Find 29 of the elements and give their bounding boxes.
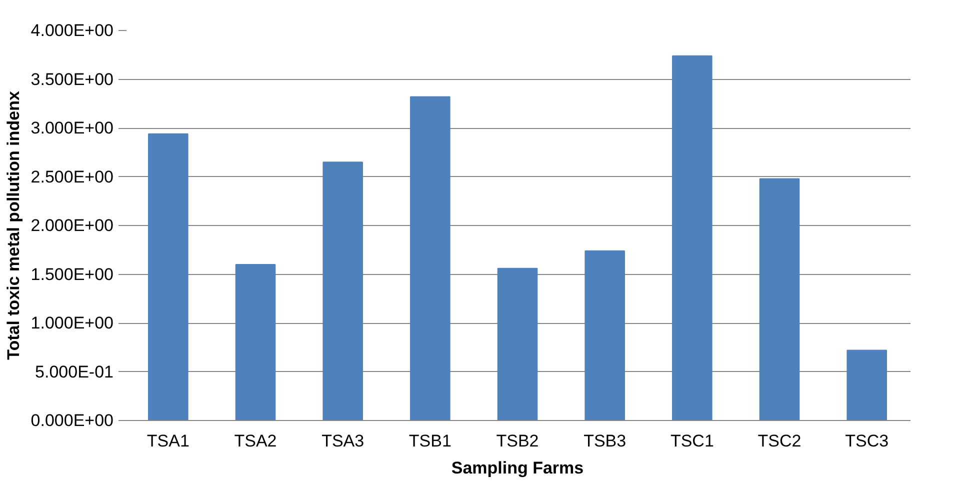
y-axis-title: Total toxic metal pollution indenx [4,90,23,360]
x-tick-label: TSC3 [845,432,889,450]
y-tick-label: 4.000E+00 [30,21,114,40]
y-tick-label: 3.500E+00 [30,70,114,89]
bar [410,96,450,420]
bar [759,178,800,420]
y-tick-label: 2.000E+00 [30,216,114,235]
bar [584,250,625,420]
y-tick-label: 1.500E+00 [30,264,114,284]
x-tick-label: TSA1 [146,432,190,450]
x-axis-title: Sampling Farms [451,458,584,478]
y-tick-label: 2.500E+00 [30,167,114,186]
y-tick-label: 5.000E-01 [35,362,114,382]
x-tick-label: TSB2 [496,432,539,450]
x-tick-label: TSA3 [322,432,364,450]
bar [497,268,538,420]
x-tick-label: TSC1 [670,432,714,450]
bar [322,162,363,420]
x-tick-label: TSB3 [584,432,626,450]
y-tick-label: 0.000E+00 [30,411,114,430]
x-tick-label: TSC2 [758,432,802,450]
bar [235,264,276,420]
y-tick-label: 1.000E+00 [30,314,114,332]
bar [148,133,188,420]
bar [672,55,712,420]
y-tick-label: 3.000E+00 [30,118,114,138]
x-tick-label: TSB1 [408,432,452,450]
x-tick-label: TSA2 [234,432,277,450]
bar [846,350,887,420]
